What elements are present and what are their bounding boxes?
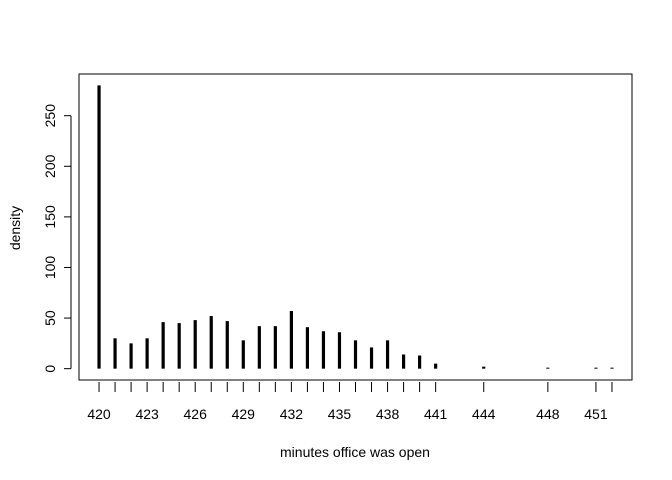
x-tick-label: 451 <box>584 406 608 422</box>
x-tick-label: 429 <box>232 406 256 422</box>
x-axis: 420 423 426 429 432 435 438 441 444 448 451 <box>87 382 613 422</box>
y-axis-label: density <box>7 206 23 250</box>
y-tick-label: 250 <box>42 104 58 128</box>
bars <box>97 85 614 369</box>
y-tick-label: 150 <box>42 205 58 229</box>
x-tick-label: 441 <box>424 406 448 422</box>
y-axis: 0 50 100 150 200 250 <box>42 104 72 373</box>
plot-frame <box>78 73 633 381</box>
x-axis-label: minutes office was open <box>280 444 430 460</box>
x-tick-label: 435 <box>328 406 352 422</box>
y-tick-label: 0 <box>42 365 58 373</box>
y-tick-label: 200 <box>42 154 58 178</box>
x-tick-label: 423 <box>135 406 159 422</box>
x-tick-label: 438 <box>376 406 400 422</box>
x-tick-label: 426 <box>184 406 208 422</box>
y-tick-label: 100 <box>42 256 58 280</box>
x-tick-label: 448 <box>536 406 560 422</box>
x-tick-label: 444 <box>472 406 496 422</box>
x-tick-label: 420 <box>87 406 111 422</box>
x-tick-label: 432 <box>280 406 304 422</box>
y-tick-label: 50 <box>42 310 58 326</box>
